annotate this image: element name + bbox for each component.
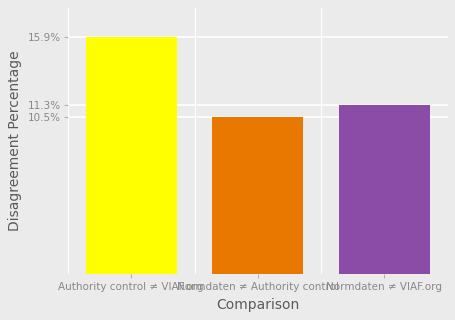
Bar xyxy=(194,8,320,274)
Y-axis label: Disagreement Percentage: Disagreement Percentage xyxy=(8,51,22,231)
Bar xyxy=(338,105,429,274)
X-axis label: Comparison: Comparison xyxy=(216,298,299,312)
Bar xyxy=(320,8,447,274)
Bar xyxy=(212,117,303,274)
Bar xyxy=(68,8,194,274)
Bar xyxy=(86,37,177,274)
